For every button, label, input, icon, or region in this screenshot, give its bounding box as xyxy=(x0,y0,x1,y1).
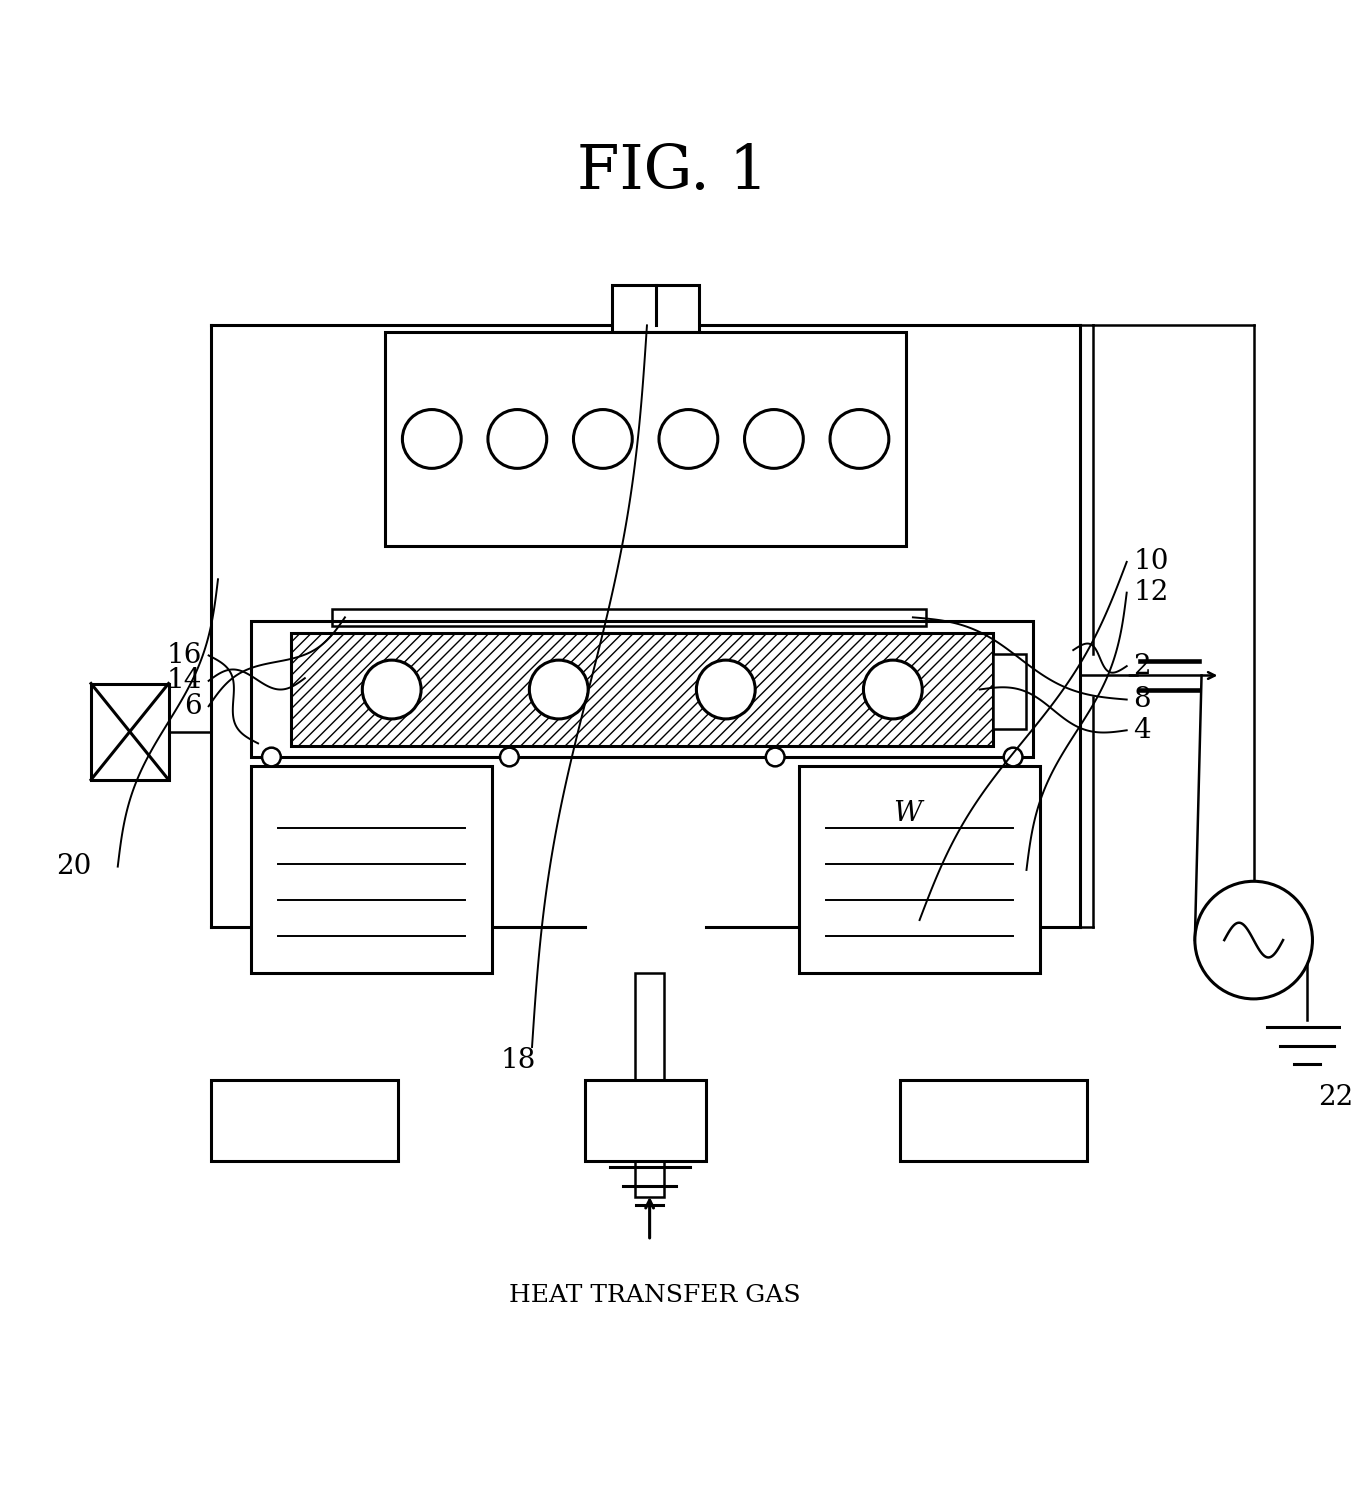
Text: 22: 22 xyxy=(1318,1084,1352,1111)
Text: HEAT TRANSFER GAS: HEAT TRANSFER GAS xyxy=(509,1285,801,1307)
Bar xyxy=(252,620,1034,758)
Text: 18: 18 xyxy=(501,1047,537,1074)
Text: 4: 4 xyxy=(1133,717,1151,744)
Bar xyxy=(211,1080,399,1161)
Circle shape xyxy=(1194,881,1313,998)
Bar xyxy=(252,767,492,973)
Text: 12: 12 xyxy=(1133,580,1169,605)
Bar xyxy=(993,654,1027,729)
Text: 20: 20 xyxy=(56,852,91,880)
Circle shape xyxy=(500,747,519,767)
Text: 14: 14 xyxy=(166,667,202,694)
Text: 8: 8 xyxy=(1133,687,1151,712)
Circle shape xyxy=(530,660,588,718)
Bar xyxy=(586,1080,706,1161)
Circle shape xyxy=(262,747,281,767)
Text: 2: 2 xyxy=(1133,652,1151,679)
Bar xyxy=(385,331,906,545)
Bar xyxy=(612,285,699,331)
Circle shape xyxy=(402,410,462,468)
Text: 16: 16 xyxy=(166,642,202,669)
Circle shape xyxy=(696,660,755,718)
Circle shape xyxy=(745,410,804,468)
Circle shape xyxy=(362,660,421,718)
Bar xyxy=(899,1080,1087,1161)
Text: 10: 10 xyxy=(1133,548,1169,575)
Circle shape xyxy=(573,410,632,468)
Circle shape xyxy=(488,410,546,468)
Bar xyxy=(635,973,665,1197)
Bar xyxy=(799,767,1039,973)
Bar xyxy=(91,684,169,780)
Circle shape xyxy=(765,747,785,767)
Circle shape xyxy=(1004,747,1023,767)
Circle shape xyxy=(659,410,718,468)
Bar xyxy=(331,608,926,626)
Bar xyxy=(291,633,993,747)
Text: W: W xyxy=(893,800,921,827)
Circle shape xyxy=(864,660,922,718)
Text: 6: 6 xyxy=(184,693,202,720)
Circle shape xyxy=(829,410,889,468)
Text: FIG. 1: FIG. 1 xyxy=(577,142,768,202)
